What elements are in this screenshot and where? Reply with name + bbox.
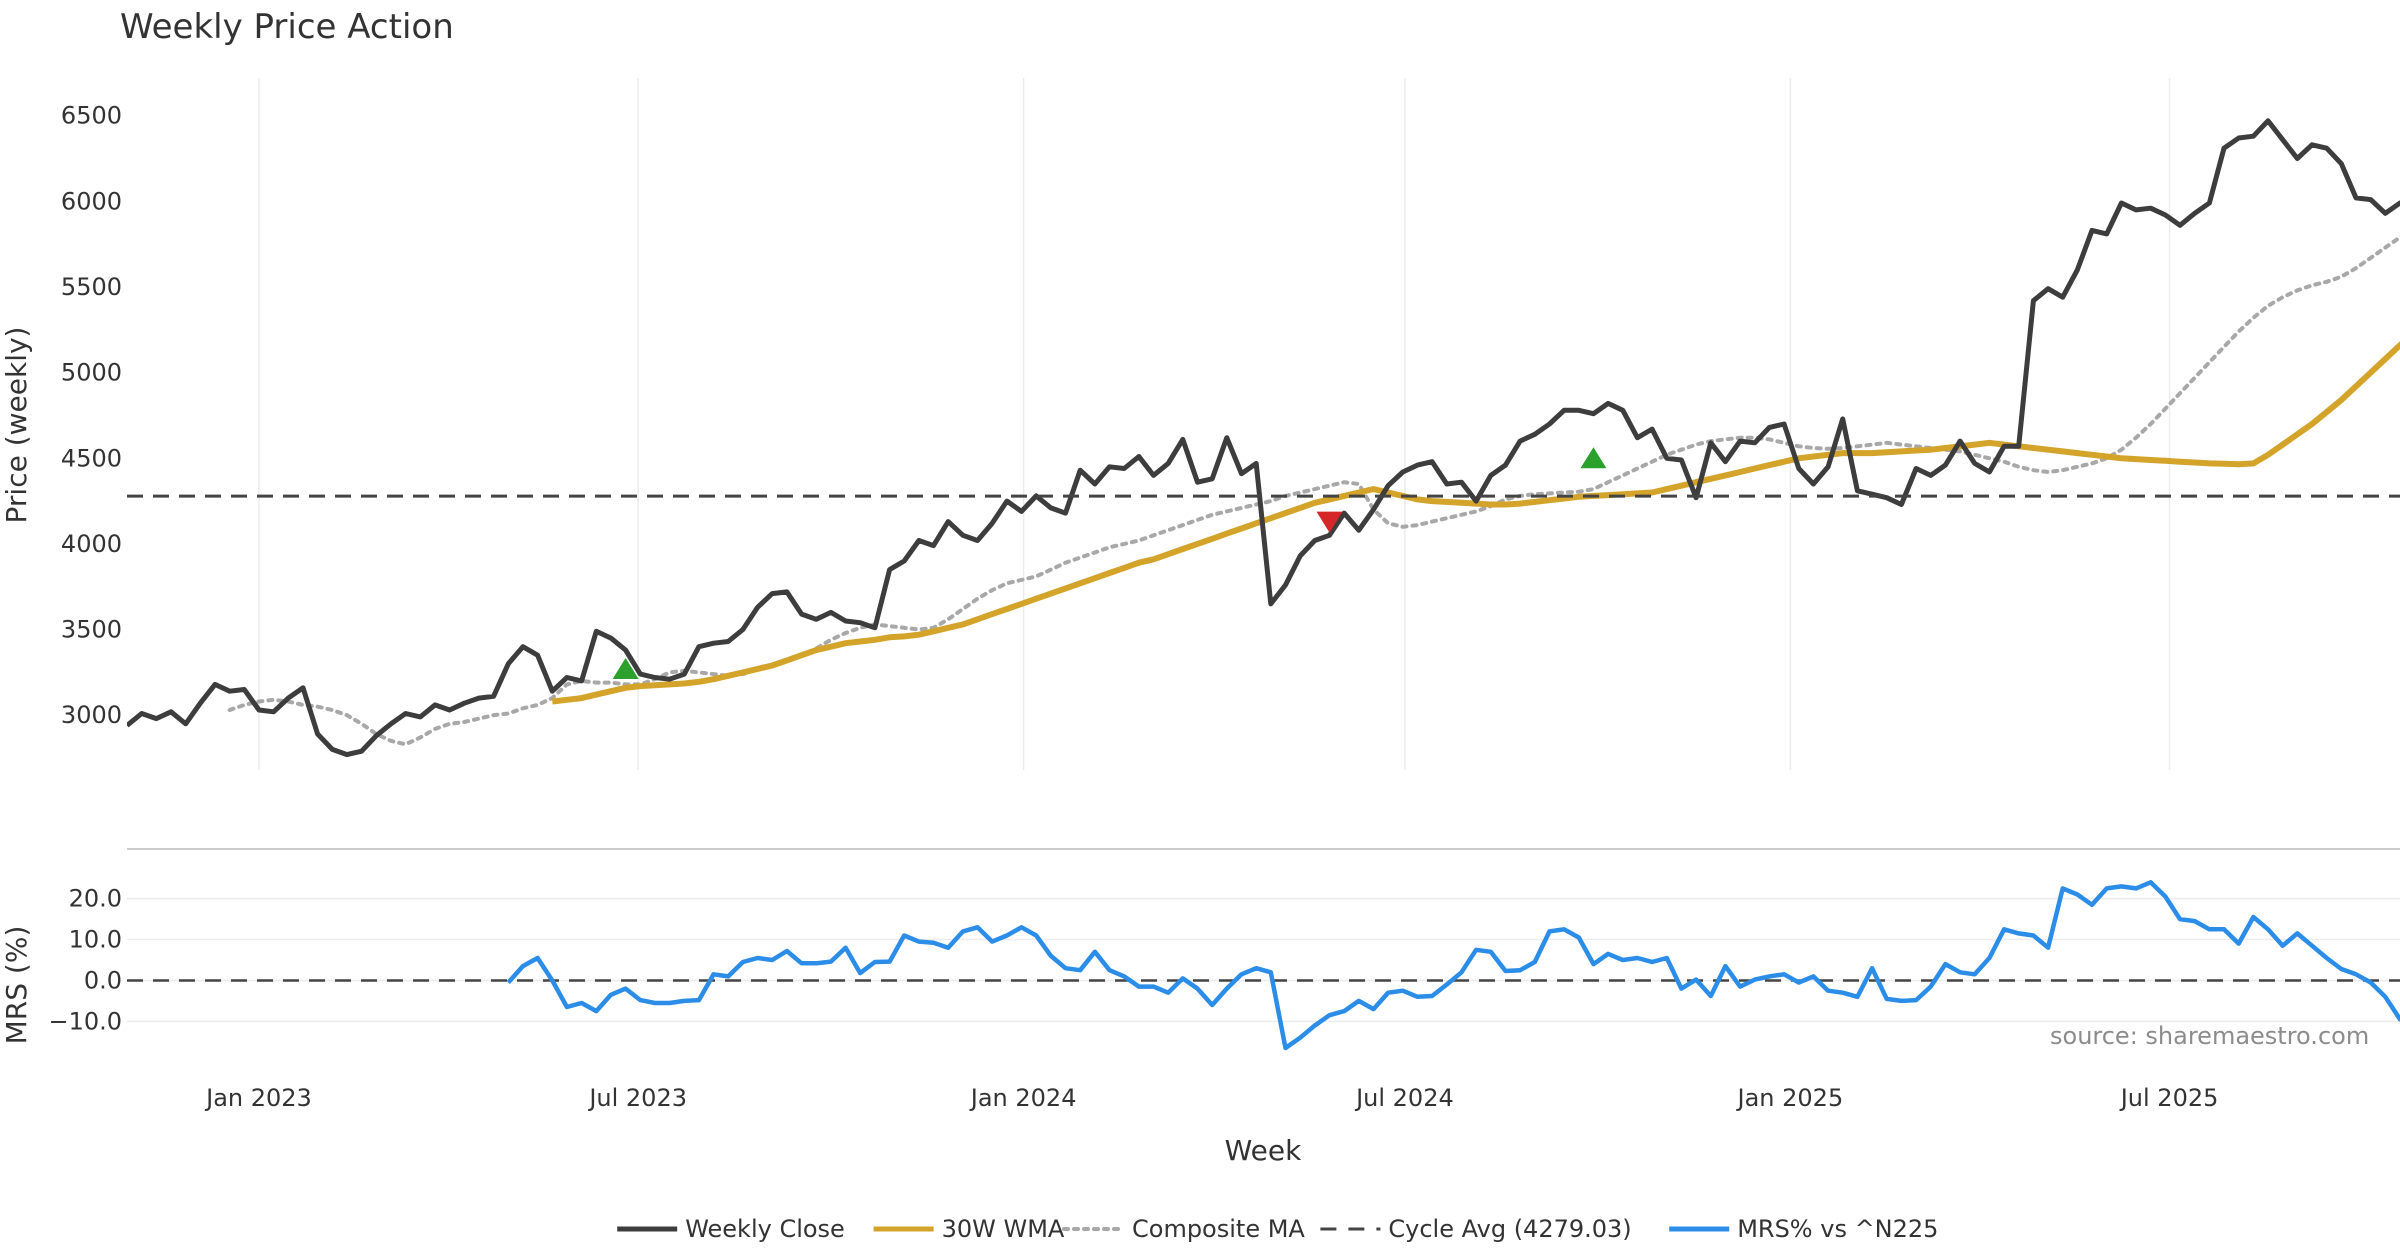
x-tick-label: Jan 2024: [969, 1084, 1077, 1112]
legend-item-weekly-close: Weekly Close: [617, 1215, 845, 1243]
x-tick-label: Jul 2025: [2119, 1084, 2219, 1112]
sell-signal-marker: [1316, 511, 1343, 533]
30w-wma-line: [551, 341, 2400, 705]
legend-label: Composite MA: [1132, 1215, 1305, 1243]
mrs-y-ticks: 20.0 10.0 0.0 −10.0: [48, 885, 122, 1036]
price-y-tick-label: 3000: [61, 701, 122, 729]
price-gridlines: [258, 78, 2171, 770]
price-y-tick-label: 6500: [61, 102, 122, 130]
x-tick-label: Jul 2023: [587, 1084, 687, 1112]
price-y-ticks: 3000 3500 4000 4500 5000 5500 6000 6500: [61, 102, 122, 730]
price-y-tick-label: 5000: [61, 359, 122, 387]
source-note: source: sharemaestro.com: [2050, 1022, 2369, 1050]
legend-label: 30W WMA: [942, 1215, 1065, 1243]
mrs-y-axis-title: MRS (%): [0, 926, 33, 1045]
x-tick-label: Jan 2023: [204, 1084, 312, 1112]
price-y-axis-title: Price (weekly): [0, 327, 33, 524]
price-series-group: [127, 118, 2400, 758]
mrs-gridlines: [127, 897, 2400, 1023]
x-ticks: Jan 2023 Jul 2023 Jan 2024 Jul 2024 Jan 2025…: [204, 1084, 2218, 1112]
buy-signal-marker: [1580, 447, 1607, 469]
mrs-series-group: [127, 880, 2400, 1051]
x-tick-label: Jul 2024: [1354, 1084, 1454, 1112]
buy-signal-marker: [612, 657, 639, 679]
x-tick-label: Jan 2025: [1736, 1084, 1844, 1112]
legend-label: Weekly Close: [685, 1215, 845, 1243]
mrs-line: [506, 880, 2400, 1051]
mrs-y-tick-label: −10.0: [48, 1007, 122, 1035]
chart-title: Weekly Price Action: [120, 7, 454, 47]
legend-item-cycle-avg-4279-03: Cycle Avg (4279.03): [1320, 1215, 1632, 1243]
price-y-tick-label: 5500: [61, 273, 122, 301]
price-y-tick-label: 3500: [61, 616, 122, 644]
legend-item-30w-wma: 30W WMA: [873, 1215, 1065, 1243]
legend: Weekly Close 30W WMA Composite MA Cycle Avg…: [617, 1215, 1938, 1243]
mrs-y-tick-label: 0.0: [84, 966, 122, 994]
mrs-y-tick-label: 20.0: [69, 885, 122, 913]
price-y-tick-label: 4000: [61, 530, 122, 558]
weekly-close-line: [127, 118, 2400, 758]
price-y-tick-label: 6000: [61, 187, 122, 215]
mrs-y-tick-label: 10.0: [69, 926, 122, 954]
legend-item-mrs-vs-n225: MRS% vs ^N225: [1669, 1215, 1938, 1243]
legend-label: MRS% vs ^N225: [1737, 1215, 1938, 1243]
composite-ma-line: [227, 234, 2400, 747]
price-y-tick-label: 4500: [61, 444, 122, 472]
legend-label: Cycle Avg (4279.03): [1388, 1215, 1631, 1243]
legend-item-composite-ma: Composite MA: [1062, 1215, 1305, 1243]
x-axis-title: Week: [1225, 1134, 1302, 1167]
